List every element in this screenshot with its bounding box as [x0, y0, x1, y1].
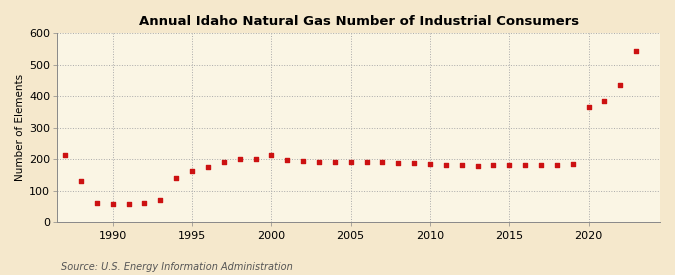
Point — [250, 157, 261, 162]
Title: Annual Idaho Natural Gas Number of Industrial Consumers: Annual Idaho Natural Gas Number of Indus… — [138, 15, 578, 28]
Point — [583, 105, 594, 109]
Point — [568, 162, 578, 166]
Point — [202, 165, 213, 169]
Point — [504, 163, 515, 167]
Point — [615, 82, 626, 87]
Y-axis label: Number of Elements: Number of Elements — [15, 74, 25, 182]
Point — [456, 163, 467, 167]
Point — [377, 160, 388, 164]
Point — [599, 99, 610, 104]
Point — [76, 179, 86, 184]
Point — [124, 201, 134, 206]
Point — [139, 201, 150, 205]
Point — [234, 157, 245, 162]
Point — [361, 160, 372, 164]
Point — [107, 201, 118, 206]
Point — [536, 163, 547, 167]
Point — [155, 198, 166, 203]
Text: Source: U.S. Energy Information Administration: Source: U.S. Energy Information Administ… — [61, 262, 292, 272]
Point — [219, 160, 230, 164]
Point — [472, 164, 483, 168]
Point — [520, 163, 531, 167]
Point — [441, 163, 452, 167]
Point — [266, 153, 277, 158]
Point — [409, 161, 420, 165]
Point — [187, 169, 198, 173]
Point — [425, 162, 435, 166]
Point — [282, 158, 293, 163]
Point — [60, 153, 71, 158]
Point — [346, 160, 356, 164]
Point — [92, 200, 103, 205]
Point — [171, 176, 182, 180]
Point — [631, 48, 642, 53]
Point — [551, 163, 562, 167]
Point — [314, 160, 325, 164]
Point — [298, 159, 308, 163]
Point — [329, 160, 340, 164]
Point — [488, 163, 499, 167]
Point — [393, 160, 404, 165]
